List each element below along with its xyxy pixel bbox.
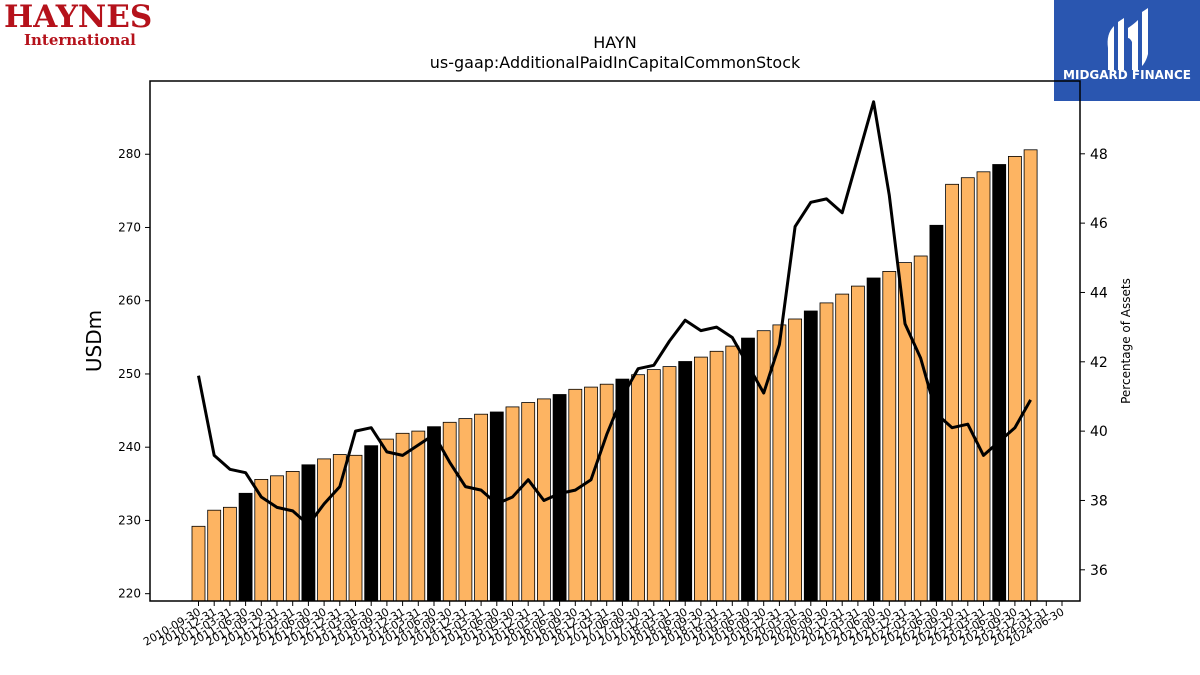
bar <box>568 388 583 602</box>
y2-tick-label: 40 <box>1090 424 1108 440</box>
bar <box>960 177 975 602</box>
bar <box>1008 155 1022 602</box>
bar <box>348 454 363 602</box>
haynes-logo-sub: International <box>24 31 136 49</box>
bar <box>819 302 834 602</box>
bar <box>552 394 567 602</box>
y2-tick-label: 44 <box>1090 285 1108 301</box>
y-tick-label: 220 <box>118 587 141 601</box>
y-tick-label: 280 <box>118 147 141 161</box>
series-line-pct-assets <box>197 100 1032 527</box>
midgard-logo-name: MIDGARD FINANCE <box>1063 68 1191 82</box>
bar <box>489 411 504 602</box>
bar <box>584 386 598 602</box>
y-tick-label: 270 <box>118 220 141 234</box>
bar <box>725 345 740 602</box>
midgard-finance-logo: MIDGARD FINANCE <box>1054 0 1200 101</box>
haynes-logo: HAYNES International <box>4 2 164 52</box>
plot-frame <box>149 80 1081 602</box>
bar <box>866 277 881 602</box>
bar <box>505 406 520 602</box>
y-tick-label: 260 <box>118 294 141 308</box>
y2-tick-label: 46 <box>1090 216 1108 232</box>
bar <box>270 475 284 602</box>
bar <box>238 492 253 602</box>
bar <box>191 525 206 602</box>
bar <box>458 418 473 602</box>
bar <box>411 430 426 602</box>
bar <box>662 366 677 602</box>
chart-title: HAYN <box>593 33 636 52</box>
y-tick-label: 240 <box>118 440 141 454</box>
bar <box>803 310 818 602</box>
y-axis-label: USDm <box>82 310 106 372</box>
bar <box>992 164 1007 602</box>
y2-axis: 36 38 40 42 44 46 48 <box>1080 147 1108 579</box>
bar <box>835 293 850 602</box>
bar <box>222 506 237 602</box>
bar <box>913 255 928 602</box>
y2-tick-label: 48 <box>1090 147 1108 163</box>
y-tick-label: 250 <box>118 367 141 381</box>
bar <box>788 318 802 602</box>
bar <box>646 369 661 602</box>
bar <box>882 270 897 602</box>
y-axis: 220 230 240 250 260 270 280 <box>118 147 150 601</box>
chart-subtitle: us-gaap:AdditionalPaidInCapitalCommonSto… <box>430 53 801 72</box>
y2-tick-label: 42 <box>1090 355 1108 371</box>
bar <box>379 438 394 602</box>
bar <box>741 337 755 602</box>
bar <box>301 464 316 602</box>
bar <box>395 432 410 602</box>
haynes-logo-brand: HAYNES <box>4 0 153 35</box>
bar <box>599 383 614 602</box>
bar <box>317 458 332 602</box>
y2-tick-label: 36 <box>1090 563 1108 579</box>
bar <box>678 361 693 602</box>
bar <box>709 350 724 602</box>
bar <box>364 445 379 602</box>
bar <box>756 330 771 602</box>
bar <box>615 378 630 602</box>
bar <box>631 374 645 602</box>
bar <box>427 426 441 602</box>
bar <box>1023 149 1038 602</box>
line-layer <box>197 100 1032 527</box>
midgard-mark-icon <box>1107 8 1148 70</box>
bar <box>772 324 787 602</box>
bar <box>285 470 300 602</box>
bar <box>474 413 489 602</box>
bar <box>851 285 865 602</box>
x-axis: 2010-09-302010-12-312011-03-312011-06-30… <box>141 601 1067 649</box>
bars-layer <box>191 149 1038 602</box>
y2-tick-label: 38 <box>1090 493 1108 509</box>
bar <box>976 171 991 602</box>
y-tick-label: 230 <box>118 513 141 527</box>
bar <box>945 183 959 602</box>
bar <box>332 454 347 602</box>
bar <box>521 402 536 602</box>
y2-axis-label: Percentage of Assets <box>1119 278 1133 404</box>
bar <box>442 421 457 602</box>
bar <box>207 509 222 602</box>
bar <box>694 356 708 602</box>
